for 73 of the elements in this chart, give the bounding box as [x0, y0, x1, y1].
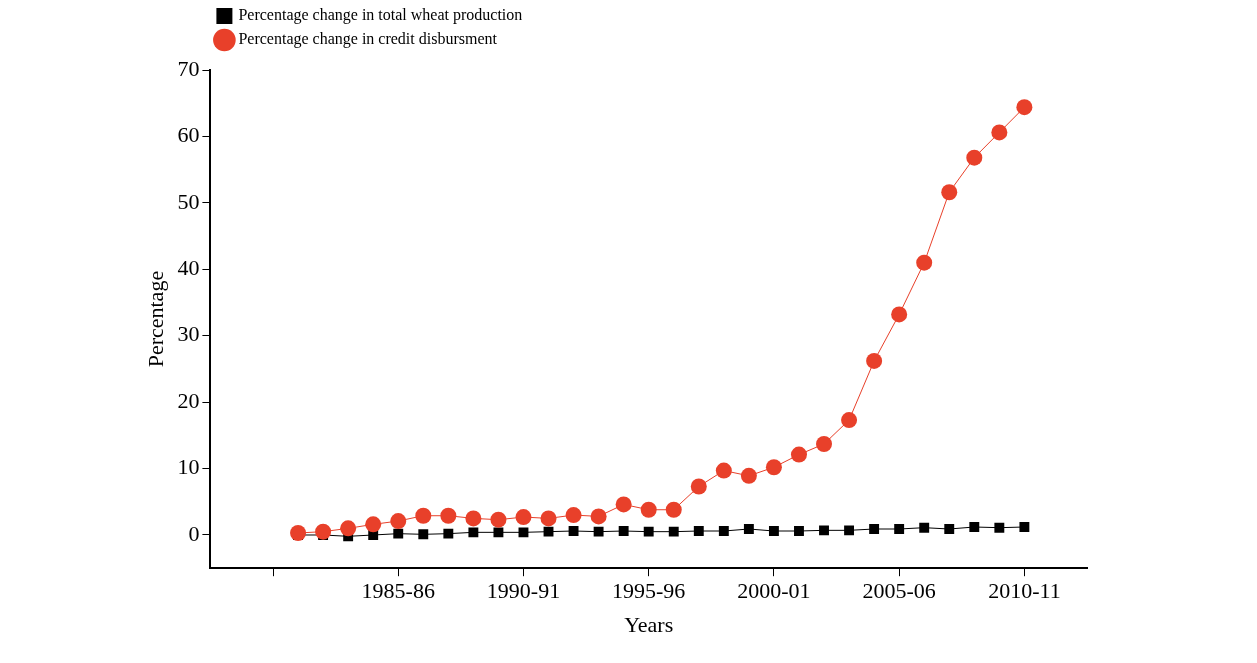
x-axis-title: Years	[624, 611, 674, 637]
point	[568, 526, 579, 536]
y-tick-label: 10	[177, 454, 200, 480]
point	[468, 527, 479, 538]
x-tick-label: 1995-96	[612, 578, 686, 604]
point	[1016, 99, 1033, 116]
point	[941, 184, 958, 201]
point	[841, 412, 858, 429]
point	[393, 528, 404, 539]
point	[1019, 522, 1030, 532]
point	[593, 526, 604, 537]
point	[340, 520, 357, 537]
point	[443, 528, 454, 539]
point	[640, 501, 657, 518]
legend-label: Percentage change in total wheat production	[238, 6, 523, 25]
point	[991, 124, 1008, 141]
point	[693, 526, 704, 536]
point	[740, 467, 757, 484]
point	[816, 435, 833, 452]
point	[665, 501, 682, 518]
point	[715, 462, 732, 479]
point	[418, 529, 429, 540]
point	[668, 526, 679, 537]
y-tick-label: 50	[177, 188, 200, 214]
x-tick-label: 1985-86	[361, 578, 435, 604]
point	[765, 459, 782, 476]
point	[415, 507, 432, 524]
x-tick-label: 1990-91	[486, 578, 561, 604]
y-tick-label: 40	[177, 255, 200, 281]
y-tick-label: 60	[177, 122, 200, 148]
point	[790, 446, 807, 463]
point	[844, 525, 855, 536]
point	[866, 352, 883, 369]
point	[966, 149, 983, 166]
point	[390, 513, 407, 530]
point	[794, 526, 804, 536]
point	[768, 526, 779, 536]
point	[365, 516, 382, 533]
point	[743, 524, 754, 534]
point	[944, 524, 955, 534]
point	[919, 522, 930, 533]
x-tick-label: 2000-01	[737, 578, 811, 604]
point	[515, 509, 532, 526]
point	[465, 510, 482, 527]
y-tick-label: 30	[177, 321, 200, 347]
legend-label: Percentage change in credit disbursment	[238, 30, 498, 49]
point	[615, 496, 632, 513]
y-tick-label: 70	[177, 55, 200, 81]
point	[493, 527, 504, 538]
point	[565, 507, 582, 524]
point	[543, 526, 554, 537]
y-tick-label: 20	[177, 387, 200, 413]
x-tick-label: 2005-06	[862, 578, 936, 604]
point	[819, 525, 829, 536]
point	[540, 510, 557, 527]
point	[869, 524, 880, 534]
y-axis-title: Percentage	[142, 270, 168, 368]
point	[490, 511, 507, 528]
point	[969, 522, 980, 532]
x-tick-label: 2010-11	[988, 578, 1061, 604]
point	[590, 508, 607, 525]
point	[718, 526, 729, 536]
point	[690, 478, 707, 495]
point	[891, 306, 908, 323]
point	[994, 522, 1005, 533]
y-tick-label: 0	[188, 520, 200, 546]
point	[290, 524, 307, 541]
point	[916, 254, 933, 271]
point	[618, 526, 629, 536]
point	[518, 527, 529, 538]
point	[440, 507, 457, 524]
point	[894, 524, 905, 534]
point	[643, 526, 654, 537]
